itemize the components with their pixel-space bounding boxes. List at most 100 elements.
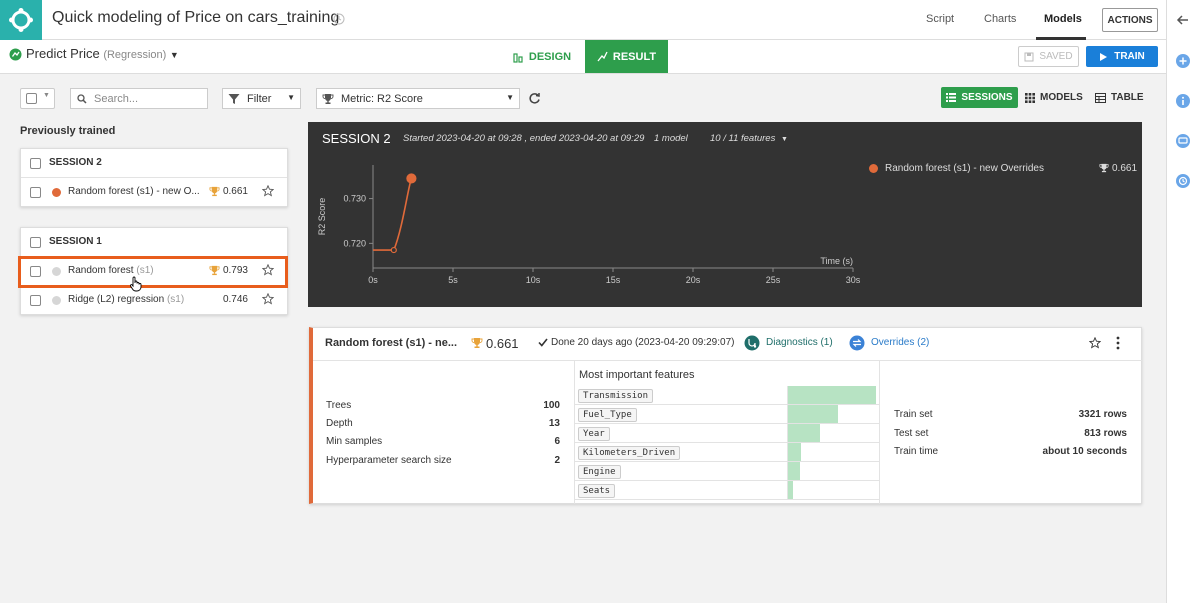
param-value: 100 <box>543 400 560 411</box>
previously-trained-heading: Previously trained <box>20 125 116 137</box>
model-name: Ridge (L2) regression (s1) <box>68 294 184 305</box>
legend-label[interactable]: Random forest (s1) - new Overrides <box>885 163 1044 174</box>
train-button[interactable]: TRAIN <box>1086 46 1158 67</box>
diagnostics-icon[interactable] <box>744 335 760 351</box>
features-title: Most important features <box>579 369 695 381</box>
actions-button[interactable]: ACTIONS <box>1102 8 1158 32</box>
overrides-link[interactable]: Overrides (2) <box>871 337 930 348</box>
select-all-checkbox[interactable] <box>26 93 37 104</box>
filter-dropdown[interactable]: Filter ▼ <box>222 88 301 109</box>
view-table-label: TABLE <box>1111 92 1144 103</box>
model-checkbox[interactable] <box>30 266 41 277</box>
model-name-text: Random forest (s1) - new O... <box>68 186 200 197</box>
app-logo[interactable] <box>0 0 42 40</box>
diagnostics-link[interactable]: Diagnostics (1) <box>766 337 833 348</box>
param-value: 13 <box>548 418 560 429</box>
model-checkbox[interactable] <box>30 295 41 306</box>
session-label: SESSION 1 <box>49 236 102 247</box>
nav-script[interactable]: Script <box>926 13 955 25</box>
feature-importance-bar <box>788 462 801 480</box>
session-checkbox[interactable] <box>30 237 41 248</box>
divider <box>787 405 788 424</box>
timeline-icon[interactable] <box>1175 173 1191 189</box>
series-line <box>373 178 413 251</box>
overrides-icon[interactable] <box>849 335 865 351</box>
filter-label: Filter <box>247 93 272 105</box>
discussions-icon[interactable] <box>1175 133 1191 149</box>
best-trophy-icon <box>209 186 220 197</box>
info-icon[interactable] <box>1175 93 1191 109</box>
play-icon <box>1100 52 1108 61</box>
model-title[interactable]: Random forest (s1) - ne... <box>325 337 458 349</box>
feature-importance-bar <box>788 443 802 461</box>
best-trophy-icon <box>209 265 220 276</box>
divider <box>787 462 788 481</box>
add-icon[interactable] <box>1175 53 1191 69</box>
session-chart-panel <box>308 122 1142 307</box>
star-icon[interactable] <box>262 185 274 197</box>
refresh-icon[interactable] <box>528 92 541 105</box>
feature-row <box>575 462 879 481</box>
divider <box>787 424 788 443</box>
save-icon <box>1024 52 1034 61</box>
x-tick-label: 5s <box>448 275 458 285</box>
table-icon <box>1095 92 1106 103</box>
search-input[interactable] <box>92 89 204 108</box>
session-features-dropdown[interactable]: 10 / 11 features ▼ <box>710 133 788 144</box>
stat-value: about 10 seconds <box>1042 446 1127 457</box>
nav-models[interactable]: Models <box>1044 13 1082 25</box>
x-tick-label: 10s <box>526 275 541 285</box>
star-icon[interactable] <box>262 264 274 276</box>
session-card: SESSION 1 Random forest (s1) 0.793 Ridge… <box>20 227 288 315</box>
select-all-dropdown[interactable]: ▼ <box>20 88 55 109</box>
x-tick-label: 20s <box>686 275 701 285</box>
x-tick-label: 15s <box>606 275 621 285</box>
metric-select[interactable]: Metric: R2 Score ▼ <box>316 88 520 109</box>
y-tick-label: 0.720 <box>343 238 366 248</box>
model-row[interactable]: Random forest (s1) - new O... 0.661 <box>21 178 287 207</box>
stat-label: Train set <box>894 409 933 420</box>
filter-icon <box>228 94 240 104</box>
nav-charts[interactable]: Charts <box>984 13 1017 25</box>
tab-design[interactable]: DESIGN <box>500 41 584 73</box>
trophy-icon <box>471 338 483 348</box>
stat-value: 3321 rows <box>1078 409 1127 420</box>
analysis-title[interactable]: Predict Price (Regression) ▼ <box>26 46 179 61</box>
feature-name: Transmission <box>578 389 654 403</box>
tab-result-label: RESULT <box>612 50 657 63</box>
feature-importance-bar <box>788 424 821 442</box>
stat-label: Train time <box>894 446 939 457</box>
x-tick-label: 30s <box>846 275 861 285</box>
session-header-row: SESSION 2 <box>21 149 287 178</box>
collapse-arrow-icon[interactable] <box>1175 12 1191 28</box>
feature-name: Year <box>578 427 610 441</box>
feature-name: Engine <box>578 465 621 479</box>
model-row[interactable]: Ridge (L2) regression (s1) 0.746 <box>21 286 287 315</box>
history-icon[interactable] <box>333 13 345 25</box>
more-options-icon[interactable] <box>1113 335 1123 351</box>
legend-color-dot <box>869 164 878 173</box>
check-icon <box>538 338 548 347</box>
feature-row <box>575 481 879 500</box>
session-checkbox[interactable] <box>30 158 41 169</box>
star-icon[interactable] <box>262 293 274 305</box>
view-sessions-button[interactable]: SESSIONS <box>941 87 1018 108</box>
model-checkbox[interactable] <box>30 187 41 198</box>
tab-result[interactable]: RESULT <box>585 40 668 73</box>
saved-button[interactable]: SAVED <box>1018 46 1079 67</box>
top-bar <box>0 0 1166 40</box>
analysis-type: (Regression) <box>103 49 167 61</box>
feature-importance-bar <box>788 481 793 499</box>
page-title: Quick modeling of Price on cars_training <box>52 9 340 26</box>
model-suffix: (s1) <box>166 294 185 305</box>
feature-row <box>575 386 879 405</box>
chevron-down-icon: ▼ <box>169 50 179 60</box>
stat-label: Test set <box>894 428 929 439</box>
train-label: TRAIN <box>1114 51 1145 62</box>
star-icon[interactable] <box>1089 337 1101 349</box>
view-models-button[interactable]: MODELS <box>1025 87 1083 108</box>
metric-label: Metric: R2 Score <box>341 93 423 105</box>
param-label: Min samples <box>326 436 383 447</box>
session-card: SESSION 2 Random forest (s1) - new O... … <box>20 148 288 207</box>
view-table-button[interactable]: TABLE <box>1095 87 1145 108</box>
